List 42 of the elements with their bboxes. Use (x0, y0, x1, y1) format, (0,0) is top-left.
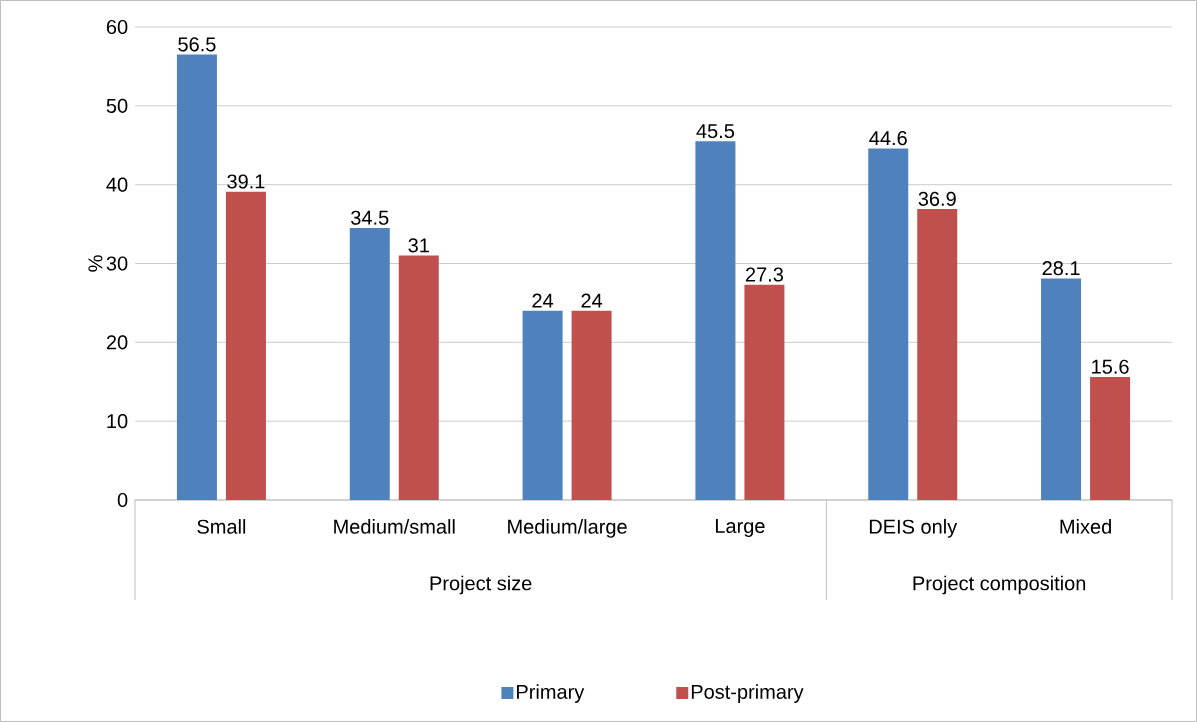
bar (398, 255, 439, 500)
x-tick-label: DEIS only (869, 519, 958, 538)
bar (522, 310, 563, 500)
legend-label: Post-primary (691, 684, 804, 703)
data-label: 45.5 (696, 124, 735, 139)
x-tick-label: Large (715, 519, 765, 538)
x-tick-label: Medium/large (508, 519, 627, 538)
bar (744, 284, 785, 500)
legend-label: Primary (517, 684, 585, 703)
bar (225, 191, 266, 500)
y-tick-label: 30 (106, 256, 128, 271)
y-tick-label: 60 (106, 19, 128, 35)
data-label: 28.1 (1042, 261, 1080, 276)
data-label: 39.1 (227, 174, 265, 189)
y-tick-label: 20 (106, 335, 128, 350)
data-label: 36.9 (918, 191, 956, 206)
data-label: 24 (532, 293, 554, 308)
x-tick-label: Mixed (1060, 519, 1111, 534)
bar (1090, 377, 1131, 500)
bar (695, 141, 736, 500)
bar (917, 209, 958, 500)
y-tick-label: 0 (117, 492, 128, 508)
data-label: 27.3 (745, 267, 783, 282)
y-tick-label: 40 (106, 177, 128, 192)
x-tick-label: Medium/small (334, 519, 455, 534)
bar (1041, 278, 1082, 500)
data-label: 44.6 (869, 131, 907, 146)
data-label: 31 (408, 238, 429, 253)
y-axis-title: % (88, 255, 103, 272)
bar (176, 54, 217, 500)
text: Project size (430, 575, 532, 595)
text: Project composition (913, 575, 1086, 595)
bar (571, 310, 612, 500)
data-label: 34.5 (351, 210, 389, 225)
bar (349, 228, 390, 500)
bar (868, 148, 909, 500)
x-tick-label: Small (197, 519, 246, 534)
y-tick-label: 10 (107, 414, 128, 429)
data-label: 15.6 (1092, 359, 1129, 374)
data-label: 24 (581, 293, 603, 308)
y-tick-label: 50 (106, 98, 128, 113)
data-label: 56.5 (178, 37, 216, 52)
